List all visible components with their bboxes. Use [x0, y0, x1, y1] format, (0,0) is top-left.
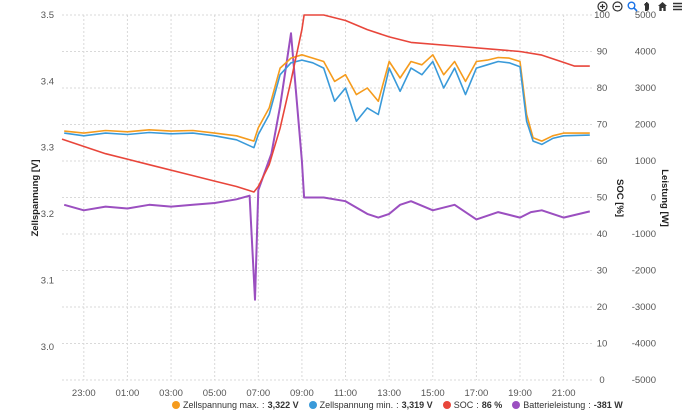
series-line-zellspannung-min — [64, 59, 590, 149]
y-tick-label-power: 2000 — [635, 120, 656, 131]
y-tick-label-voltage: 3.4 — [41, 76, 54, 87]
y-tick-label-voltage: 3.5 — [41, 10, 54, 21]
x-tick-label: 03:00 — [159, 388, 183, 399]
x-tick-label: 21:00 — [552, 388, 576, 399]
y-tick-label-soc: 60 — [597, 156, 608, 167]
y-tick-label-power: 5000 — [635, 10, 656, 21]
series-line-batterieleistung — [63, 32, 591, 301]
y-tick-label-power: -1000 — [632, 229, 656, 240]
legend-label-batterieleistung: Batterieleistung — [523, 400, 586, 410]
y-tick-label-soc: 50 — [597, 193, 608, 204]
series-line-zellspannung-max — [64, 53, 590, 142]
legend-item-zellspannung-min[interactable]: Zellspannung min.: 3,319 V — [308, 400, 433, 410]
legend-marker-batterieleistung — [512, 401, 521, 409]
y-tick-label-soc: 80 — [597, 83, 608, 94]
pan-hand-icon[interactable] — [641, 0, 654, 13]
y-axis-title-soc: SOC [%] — [614, 179, 625, 217]
legend-item-batterieleistung[interactable]: Batterieleistung: -381 W — [512, 400, 623, 410]
legend-marker-zellspannung-min — [308, 401, 317, 409]
x-tick-label: 15:00 — [421, 388, 445, 399]
home-icon[interactable] — [656, 0, 669, 13]
legend-label-zellspannung-max: Zellspannung max. — [183, 400, 260, 410]
x-tick-label: 11:00 — [334, 388, 357, 399]
legend-label-zellspannung-min: Zellspannung min. — [319, 400, 394, 410]
x-tick-label: 05:00 — [203, 388, 227, 399]
chart-toolbar — [596, 0, 684, 13]
y-axis-title-voltage: Zellspannung [V] — [30, 159, 41, 236]
legend-item-zellspannung-max[interactable]: Zellspannung max.: 3,322 V — [172, 400, 299, 410]
series-lines — [61, 14, 591, 301]
chart-legend: Zellspannung max.: 3,322 V Zellspannung … — [172, 400, 623, 410]
y-tick-label-power: -3000 — [632, 302, 656, 313]
y-tick-label-soc: 70 — [597, 120, 608, 131]
legend-marker-zellspannung-max — [172, 401, 180, 409]
x-tick-label: 13:00 — [377, 388, 401, 399]
x-tick-label: 07:00 — [246, 388, 270, 399]
y-tick-label-soc: 0 — [599, 375, 604, 386]
x-tick-label: 19:00 — [508, 388, 532, 399]
y-tick-label-power: 1000 — [635, 156, 656, 167]
grid-lines — [62, 14, 592, 381]
y-tick-label-soc: 30 — [597, 266, 608, 277]
zoom-out-icon[interactable] — [611, 0, 624, 13]
legend-item-soc[interactable]: SOC: 86 % — [442, 400, 503, 410]
x-tick-label: 01:00 — [116, 388, 140, 399]
y-tick-label-soc: 40 — [597, 229, 608, 240]
y-tick-label-voltage: 3.0 — [41, 342, 54, 353]
zoom-select-icon[interactable] — [626, 0, 639, 13]
y-tick-label-power: -2000 — [632, 266, 656, 277]
x-tick-label: 09:00 — [290, 388, 314, 399]
series-line-soc — [61, 14, 590, 193]
y-tick-label-voltage: 3.3 — [41, 143, 54, 154]
legend-value-zellspannung-max: 3,322 V — [267, 400, 299, 410]
y-tick-label-power: 0 — [651, 193, 656, 204]
y-tick-label-soc: 10 — [597, 339, 608, 350]
y-tick-label-power: -4000 — [632, 339, 656, 350]
y-tick-label-power: 4000 — [635, 47, 656, 58]
y-tick-label-soc: 90 — [597, 47, 608, 58]
y-tick-label-voltage: 3.1 — [41, 275, 54, 286]
x-tick-label: 23:00 — [72, 388, 96, 399]
zoom-in-icon[interactable] — [596, 0, 609, 13]
legend-value-soc: 86 % — [481, 400, 503, 410]
y-tick-label-power: 3000 — [635, 83, 656, 94]
axes: 3.0 3.1 3.2 3.3 3.4 3.5 0 10 20 30 40 50 60 70 80 90 100… — [30, 10, 670, 399]
legend-value-batterieleistung: -381 W — [593, 400, 623, 410]
menu-icon[interactable] — [671, 0, 684, 13]
y-tick-label-power: -5000 — [632, 375, 656, 386]
legend-value-zellspannung-min: 3,319 V — [401, 400, 433, 410]
x-tick-label: 17:00 — [465, 388, 489, 399]
y-tick-label-voltage: 3.2 — [41, 209, 54, 220]
legend-label-soc: SOC — [453, 400, 474, 410]
y-tick-label-soc: 20 — [597, 302, 608, 313]
legend-marker-soc — [442, 401, 451, 409]
y-tick-label-soc: 100 — [594, 10, 610, 21]
y-axis-title-power: Leistung [W] — [659, 169, 670, 227]
